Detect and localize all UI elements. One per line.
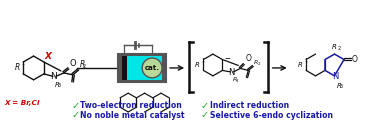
Text: 1: 1: [305, 58, 308, 64]
Text: R: R: [14, 64, 20, 72]
Text: O: O: [352, 55, 358, 64]
Text: R: R: [332, 44, 337, 50]
Bar: [122, 56, 162, 80]
Bar: [122, 56, 127, 80]
Text: cat.: cat.: [145, 65, 160, 71]
Text: O: O: [245, 54, 251, 64]
Text: 2: 2: [338, 46, 341, 51]
Text: X = Br,Cl: X = Br,Cl: [5, 100, 40, 105]
Text: 2: 2: [83, 64, 86, 69]
Bar: [118, 54, 166, 82]
Text: 3: 3: [339, 84, 342, 89]
Text: R: R: [80, 60, 85, 69]
Text: ✓: ✓: [71, 100, 79, 110]
Text: R: R: [298, 62, 302, 68]
Circle shape: [142, 58, 162, 78]
Text: N: N: [332, 72, 339, 81]
Text: X: X: [45, 52, 52, 61]
Text: R: R: [232, 77, 237, 82]
Text: R: R: [55, 82, 60, 88]
Text: Indirect reduction: Indirect reduction: [210, 101, 289, 110]
Text: 2: 2: [257, 62, 260, 66]
Text: R: R: [254, 60, 259, 66]
Text: R: R: [195, 62, 200, 68]
Text: N: N: [228, 68, 235, 77]
Text: 3: 3: [58, 83, 61, 88]
Text: ✓: ✓: [201, 100, 209, 110]
Text: –: –: [225, 54, 230, 64]
Text: 1: 1: [202, 58, 205, 64]
Text: Selective 6-endo cyclization: Selective 6-endo cyclization: [210, 111, 333, 120]
Text: Two-electron reduction: Two-electron reduction: [81, 101, 182, 110]
Text: No noble metal catalyst: No noble metal catalyst: [81, 111, 185, 120]
Text: R: R: [336, 83, 341, 89]
Text: 1: 1: [22, 62, 25, 66]
Text: O: O: [70, 59, 76, 68]
Text: 3: 3: [235, 79, 238, 83]
Text: ✓: ✓: [201, 110, 209, 120]
Text: ✓: ✓: [71, 110, 79, 120]
Text: N: N: [51, 72, 57, 81]
